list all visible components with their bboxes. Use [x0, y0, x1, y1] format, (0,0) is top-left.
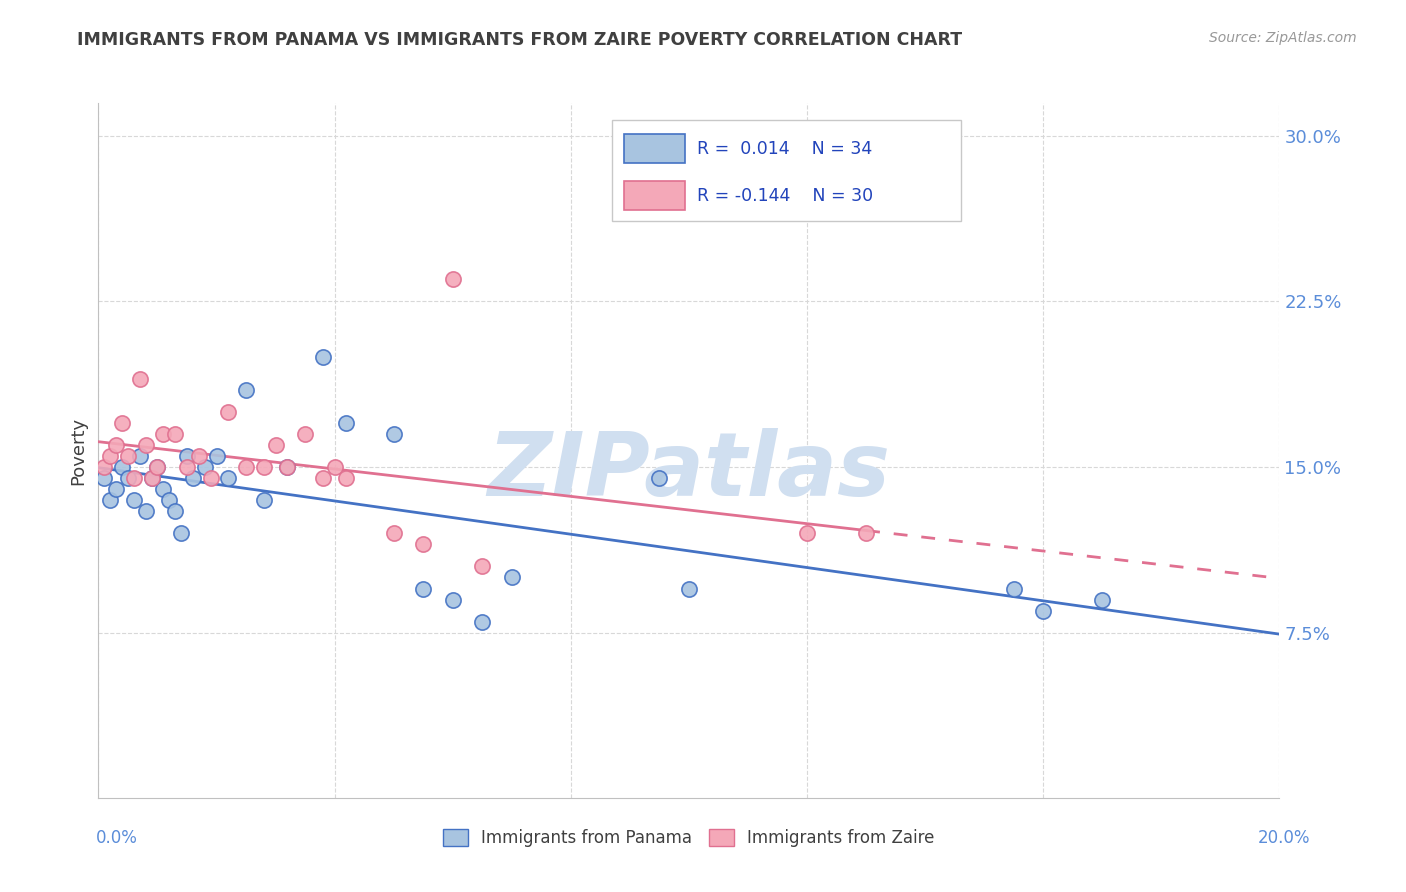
- Point: [122, 471, 145, 485]
- Point: [122, 493, 145, 508]
- Point: [1002, 582, 1025, 596]
- Point: [117, 471, 139, 485]
- Point: [471, 559, 494, 574]
- Point: [181, 471, 204, 485]
- Point: [1091, 592, 1114, 607]
- Point: [128, 449, 150, 463]
- Point: [501, 570, 523, 584]
- Point: [170, 526, 193, 541]
- Point: [128, 372, 150, 386]
- Point: [176, 449, 198, 463]
- Point: [1032, 604, 1054, 618]
- Point: [264, 438, 287, 452]
- Point: [648, 471, 671, 485]
- Point: [105, 438, 128, 452]
- Point: [235, 383, 257, 397]
- Point: [200, 471, 222, 485]
- Point: [135, 438, 157, 452]
- Point: [312, 350, 335, 364]
- Point: [176, 460, 198, 475]
- FancyBboxPatch shape: [624, 134, 685, 163]
- Point: [217, 405, 239, 419]
- Point: [141, 471, 163, 485]
- Point: [253, 493, 276, 508]
- Point: [276, 460, 298, 475]
- Point: [335, 471, 357, 485]
- Point: [323, 460, 346, 475]
- Point: [441, 592, 464, 607]
- FancyBboxPatch shape: [612, 120, 960, 221]
- Point: [796, 526, 818, 541]
- Point: [412, 582, 434, 596]
- Text: 0.0%: 0.0%: [96, 829, 138, 847]
- Point: [93, 460, 115, 475]
- Point: [141, 471, 163, 485]
- Point: [111, 416, 134, 430]
- Point: [98, 493, 121, 508]
- Point: [187, 449, 209, 463]
- Point: [111, 460, 134, 475]
- Point: [312, 471, 335, 485]
- Point: [276, 460, 298, 475]
- Text: IMMIGRANTS FROM PANAMA VS IMMIGRANTS FROM ZAIRE POVERTY CORRELATION CHART: IMMIGRANTS FROM PANAMA VS IMMIGRANTS FRO…: [77, 31, 963, 49]
- Point: [471, 615, 494, 629]
- Point: [105, 482, 128, 496]
- Text: Source: ZipAtlas.com: Source: ZipAtlas.com: [1209, 31, 1357, 45]
- Point: [235, 460, 257, 475]
- Point: [441, 272, 464, 286]
- Point: [382, 526, 405, 541]
- Point: [217, 471, 239, 485]
- Text: R = -0.144    N = 30: R = -0.144 N = 30: [697, 186, 873, 205]
- Point: [855, 526, 877, 541]
- Text: ZIPatlas: ZIPatlas: [488, 428, 890, 515]
- Y-axis label: Poverty: Poverty: [69, 417, 87, 484]
- Point: [98, 449, 121, 463]
- Point: [194, 460, 217, 475]
- Point: [152, 426, 174, 441]
- Point: [93, 471, 115, 485]
- Point: [117, 449, 139, 463]
- Point: [253, 460, 276, 475]
- Point: [412, 537, 434, 551]
- Point: [165, 504, 187, 518]
- Point: [205, 449, 228, 463]
- Point: [146, 460, 169, 475]
- Point: [146, 460, 169, 475]
- Text: R =  0.014    N = 34: R = 0.014 N = 34: [697, 139, 873, 158]
- Legend: Immigrants from Panama, Immigrants from Zaire: Immigrants from Panama, Immigrants from …: [436, 822, 942, 854]
- Point: [335, 416, 357, 430]
- FancyBboxPatch shape: [624, 181, 685, 211]
- Point: [135, 504, 157, 518]
- Point: [165, 426, 187, 441]
- Point: [152, 482, 174, 496]
- Point: [382, 426, 405, 441]
- Point: [294, 426, 316, 441]
- Text: 20.0%: 20.0%: [1258, 829, 1310, 847]
- Point: [678, 582, 700, 596]
- Point: [157, 493, 180, 508]
